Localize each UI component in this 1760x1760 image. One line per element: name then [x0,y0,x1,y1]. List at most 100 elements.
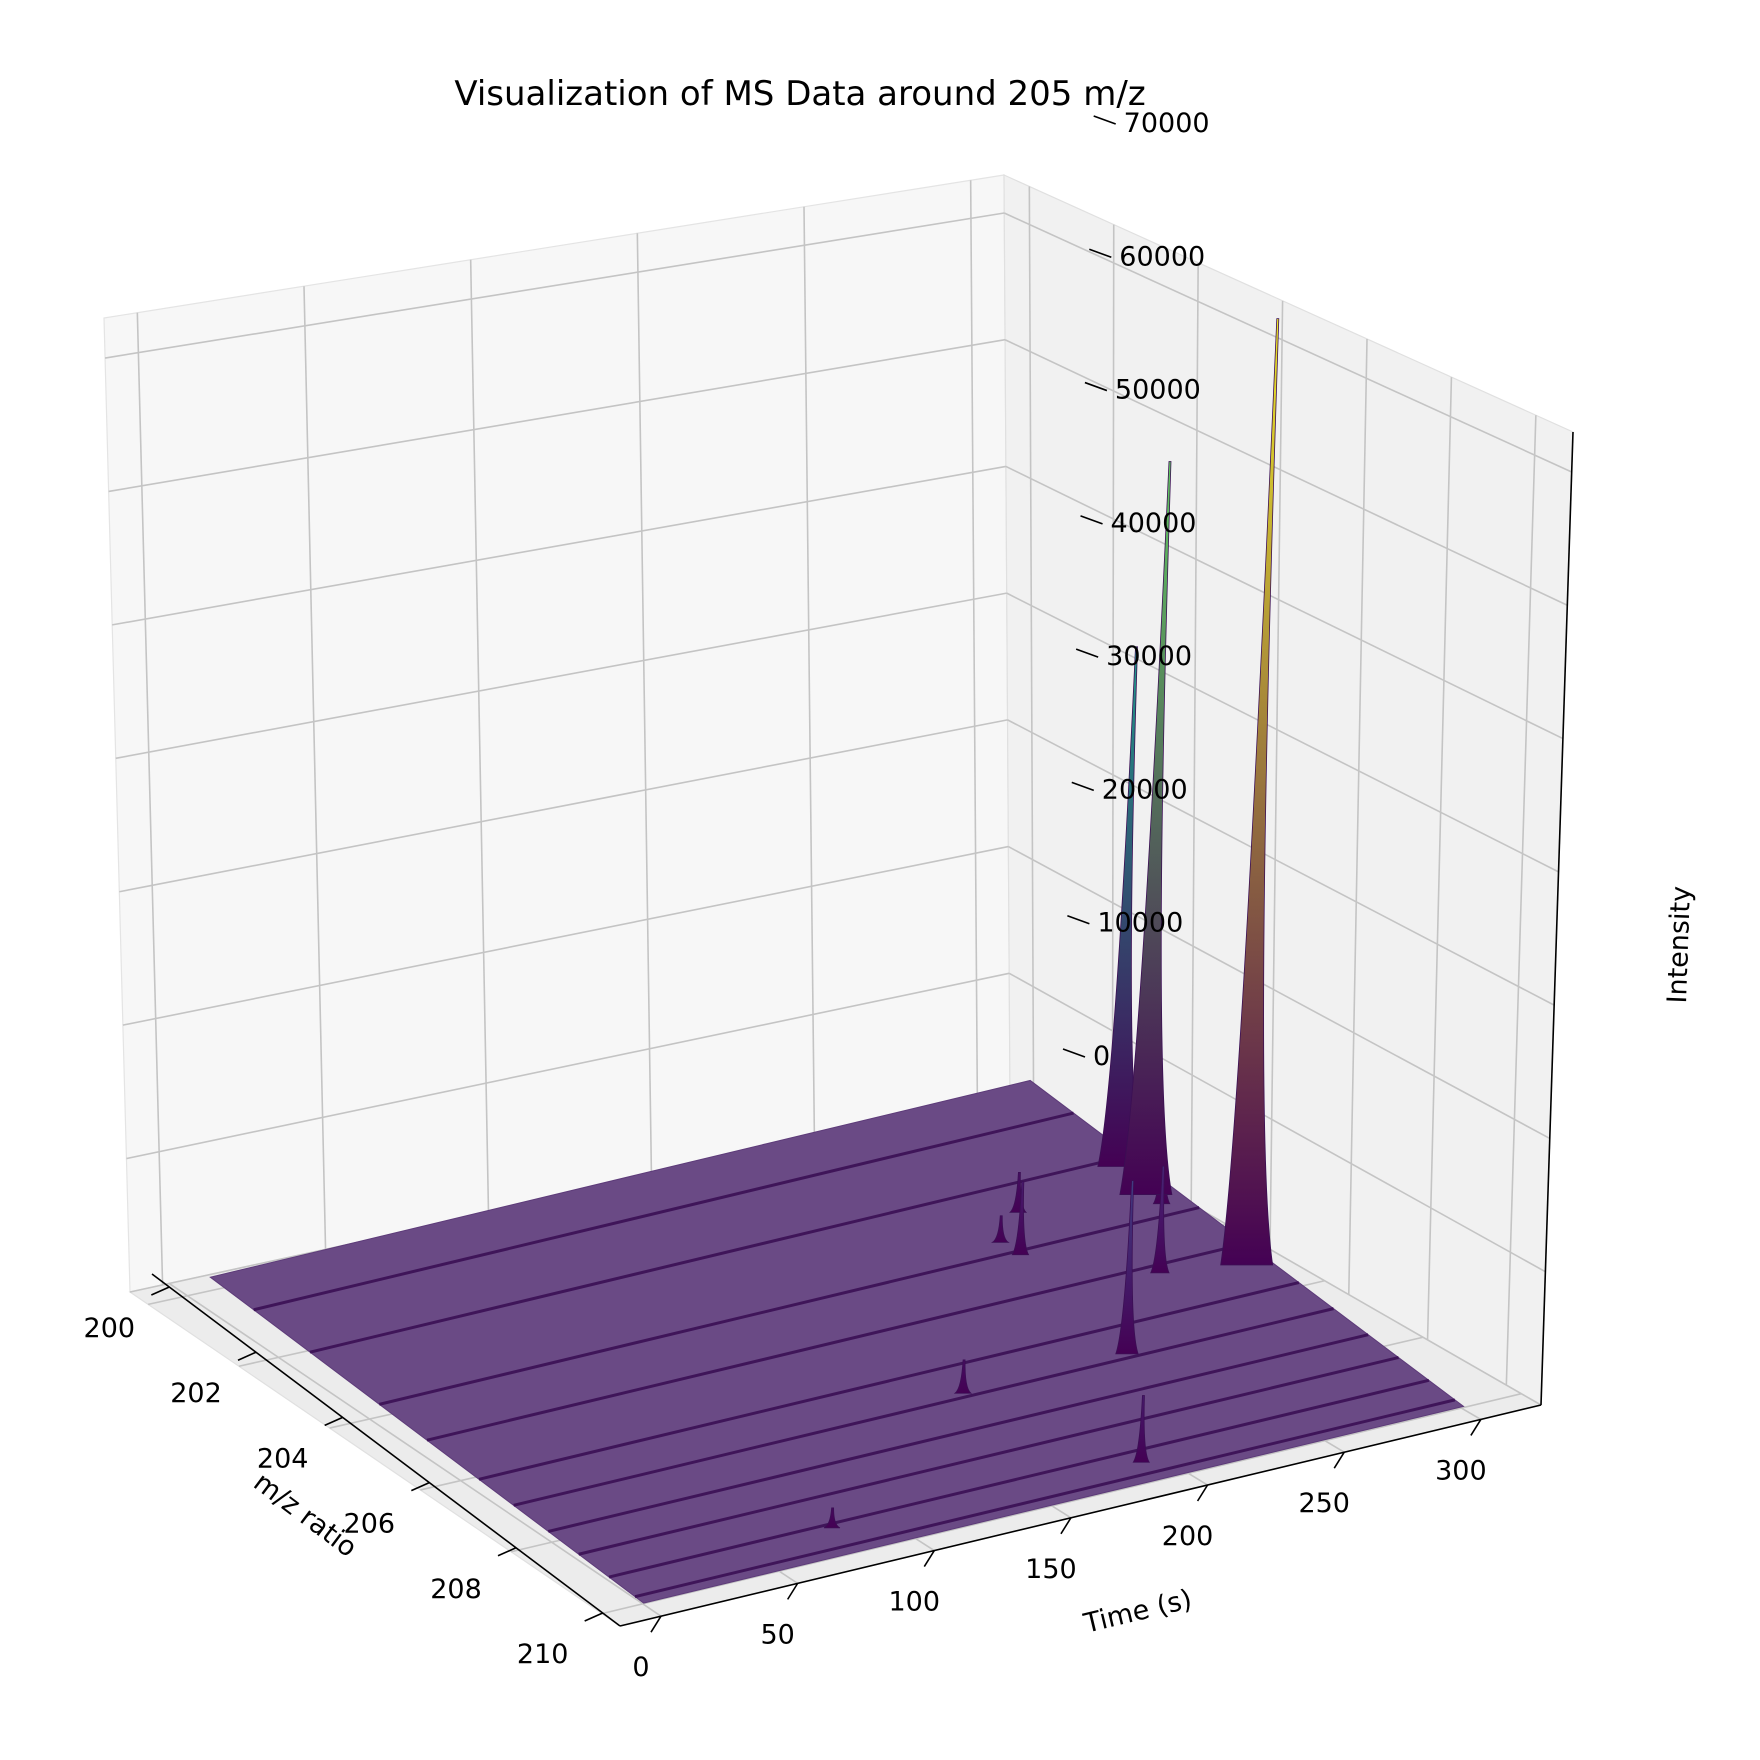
surface-peak [823,1507,841,1529]
grid-line-right-y [1347,338,1368,1295]
y-axis-label: Time (s) [1080,1584,1195,1640]
surface-peak [1119,461,1173,1195]
x-tick-mark [584,1612,603,1622]
surface-peak [1132,1395,1150,1463]
grid-line-right-y [1028,186,1035,1114]
y-tick-mark [786,1582,799,1600]
y-tick-label: 150 [1025,1554,1077,1585]
z-tick-mark [1080,515,1103,525]
surface-peak [1115,1180,1139,1355]
surface-peak [953,1359,973,1394]
grid-line-right-z [1003,212,1573,473]
surface-ridge [478,1281,1300,1481]
grid-line-right-y [1111,224,1115,1159]
x-tick-mark [411,1481,430,1492]
z-tick-label: 60000 [1119,241,1205,272]
y-tick-label: 300 [1435,1455,1487,1486]
grid-line-right-z [1006,592,1559,873]
surface-ridge [253,1111,1074,1312]
x-tick-label: 202 [170,1378,222,1409]
grid-line-right-z [1007,845,1551,1140]
z-axis-label: Intensity [1662,885,1697,1004]
grid-line-right-y [1269,300,1284,1250]
y-tick-mark [1333,1451,1345,1469]
grid-line-left-x [803,206,816,1143]
surface-ridge [309,1153,1131,1354]
z-tick-mark [1071,781,1095,792]
axis-lines [151,431,1574,1627]
grid-line-left-x [969,180,979,1108]
x-tick-mark [151,1286,170,1296]
x-tick-label: 200 [84,1313,136,1344]
surface-ridge [513,1307,1334,1507]
x-axis-line [151,1273,621,1627]
grid-line-left-z [104,212,1005,359]
y-tick-label: 200 [1162,1521,1214,1552]
y-tick-label: 50 [760,1619,794,1650]
y-tick-label: 100 [889,1587,941,1618]
x-tick-label: 204 [257,1443,309,1474]
surface-peak [1220,318,1280,1266]
chart-title: Visualization of MS Data around 205 m/z [454,74,1145,114]
data-surface [209,318,1465,1604]
y-axis-ticks: 0 50 100 150 200 250 300 [632,1419,1487,1683]
x-tick-label: 206 [344,1509,396,1540]
grid-line-left-x [469,259,490,1214]
z-tick-label: 10000 [1097,908,1183,939]
y-tick-label: 0 [632,1652,649,1683]
y-tick-mark [650,1615,662,1633]
grid-line-left-x [636,233,653,1179]
x-axis-ticks: 200 202 204 206 208 210 [84,1286,603,1670]
grid-line-left-z [115,592,1007,760]
grid-line-floor-y [168,1282,662,1617]
z-tick-label: 40000 [1111,508,1197,539]
z-tick-mark [1084,381,1108,392]
y-tick-mark [923,1550,935,1568]
grid-line-left-z [119,719,1008,893]
z-tick-label: 70000 [1124,108,1210,139]
x-tick-mark [497,1547,517,1557]
surface-peak [1150,1165,1170,1274]
grid-line-left-z [112,465,1007,626]
x-tick-label: 210 [517,1639,569,1670]
y-tick-mark [1470,1419,1482,1436]
x-tick-mark [324,1416,343,1427]
z-tick-label: 50000 [1115,375,1201,406]
z-tick-mark [1089,248,1112,259]
surface-ridge [547,1333,1369,1533]
x-tick-mark [237,1351,257,1361]
y-tick-label: 250 [1298,1488,1350,1519]
z-tick-label: 20000 [1102,774,1188,805]
surface-peak [990,1215,1010,1243]
grid-line-right-z [1008,972,1546,1273]
x-tick-label: 208 [430,1574,482,1605]
grid-line-floor-x [601,1392,1522,1615]
z-tick-mark [1075,648,1099,658]
grid-line-right-y [1505,415,1537,1386]
grid-line-right-z [1007,719,1555,1006]
surface-ridge [378,1206,1200,1406]
grid-line-right-y [1426,377,1453,1340]
surface-ridge [608,1378,1430,1579]
grid-line-left-z [108,338,1006,493]
surface-peak [1011,1181,1030,1256]
z-tick-label: 0 [1093,1041,1110,1072]
y-axis-line [619,1404,1542,1627]
surface-ridge [578,1356,1399,1556]
z-axis-line [1540,431,1574,1406]
surface-ridge [426,1241,1248,1442]
surface-ridge [634,1398,1456,1599]
y-tick-mark [1196,1484,1209,1502]
gridlines-left-pane [104,180,1011,1293]
z-tick-mark [1093,115,1116,125]
grid-line-right-z [1004,339,1568,606]
z-tick-mark [1062,1048,1086,1058]
z-tick-mark [1067,914,1090,925]
z-axis-ticks: 0 10000 20000 30000 40000 50000 60000 70000 [1062,108,1210,1072]
grid-line-right-z [1005,465,1564,740]
z-tick-label: 30000 [1106,641,1192,672]
grid-line-left-z [126,972,1010,1160]
grid-line-left-x [303,286,327,1250]
